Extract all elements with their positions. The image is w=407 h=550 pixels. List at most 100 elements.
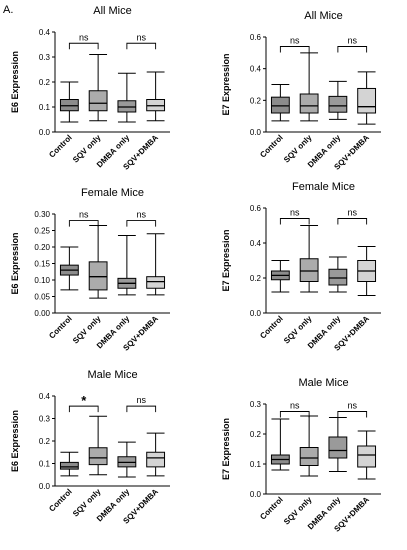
significance-bracket: ns (126, 210, 157, 227)
significance-label: ns (347, 401, 357, 411)
y-tick-label: 0.0 (250, 309, 262, 318)
y-axis-label: E7 Expression (221, 53, 231, 115)
y-tick-label: 0.3 (39, 415, 51, 424)
box-iqr (146, 276, 166, 289)
bracket-line (126, 220, 157, 227)
box-3 (328, 417, 348, 472)
box-iqr (357, 87, 377, 114)
x-tick-label: Control (258, 133, 284, 159)
significance-bracket: ns (126, 395, 157, 413)
box-4 (357, 71, 377, 125)
box-4 (357, 430, 377, 480)
bracket-line (337, 218, 368, 225)
chart-title: Female Mice (292, 181, 355, 193)
x-tick-label: Control (258, 495, 284, 521)
y-tick-label: 0.2 (39, 78, 51, 87)
chart-title: All Mice (304, 10, 343, 22)
bracket-line (337, 46, 368, 53)
box-iqr (88, 90, 108, 112)
box-iqr (299, 93, 319, 114)
y-tick-label: 0.2 (250, 96, 262, 105)
box-4 (146, 432, 166, 477)
y-tick-label: 0.10 (34, 276, 50, 285)
chart-title: Male Mice (298, 377, 348, 389)
y-tick-label: 0.25 (34, 227, 50, 236)
bracket-line (68, 405, 99, 413)
chart-title: Female Mice (81, 187, 144, 199)
y-tick-label: 0.1 (39, 103, 51, 112)
significance-bracket: ns (337, 208, 368, 225)
significance-label: ns (290, 208, 300, 218)
significance-bracket: ns (337, 36, 368, 53)
box-4 (357, 246, 377, 296)
significance-label: ns (290, 401, 300, 411)
bracket-line (68, 42, 99, 50)
bracket-line (279, 411, 310, 418)
y-tick-label: 0.2 (250, 430, 262, 439)
box-iqr (270, 96, 290, 114)
box-3 (117, 72, 137, 123)
y-tick-label: 0.4 (39, 28, 51, 37)
significance-bracket: ns (126, 32, 157, 50)
chart-5: Male Mice E6 Expression 0.0 0.1 0.2 0.3 0.4 Con… (10, 369, 170, 526)
box-iqr (299, 258, 319, 282)
significance-bracket: ns (68, 32, 99, 50)
box-iqr (357, 445, 377, 468)
significance-bracket: ns (279, 36, 310, 53)
bracket-line (279, 46, 310, 53)
significance-label: ns (136, 210, 146, 220)
significance-label: ns (136, 395, 146, 405)
significance-bracket: ns (68, 210, 99, 227)
y-tick-label: 0.0 (39, 128, 51, 137)
significance-label: ns (290, 36, 300, 46)
y-tick-label: 0.00 (34, 309, 50, 318)
x-tick-label: Control (47, 314, 73, 340)
box-3 (328, 80, 348, 120)
box-1 (59, 246, 79, 291)
box-iqr (59, 461, 79, 470)
y-tick-label: 0.6 (250, 204, 262, 213)
box-1 (270, 260, 290, 293)
y-axis-label: E6 Expression (10, 51, 20, 113)
box-4 (146, 233, 166, 296)
box-3 (117, 234, 137, 296)
box-iqr (88, 261, 108, 291)
box-iqr (328, 268, 348, 286)
y-tick-label: 0.15 (34, 260, 50, 269)
box-2 (299, 52, 319, 122)
box-1 (270, 418, 290, 471)
bracket-line (337, 411, 368, 418)
significance-label: ns (79, 210, 89, 220)
box-iqr (299, 447, 319, 466)
y-axis-label: E6 Expression (10, 232, 20, 294)
box-2 (88, 225, 108, 299)
chart-4: Female Mice E7 Expression 0.0 0.2 0.4 0.6 Cont… (221, 181, 381, 353)
y-tick-label: 0.6 (250, 33, 262, 42)
significance-bracket: ns (337, 401, 368, 418)
y-tick-label: 0.05 (34, 293, 50, 302)
chart-3: Female Mice E6 Expression 0.00 0.05 0.10 0.15… (10, 187, 170, 353)
y-tick-label: 0.2 (39, 437, 51, 446)
bracket-line (68, 220, 99, 227)
box-iqr (328, 436, 348, 459)
significance-label: ns (136, 32, 146, 42)
y-tick-label: 0.0 (250, 490, 262, 499)
box-iqr (88, 447, 108, 466)
chart-title: All Mice (93, 5, 132, 17)
significance-bracket: ns (279, 208, 310, 225)
y-tick-label: 0.4 (39, 392, 51, 401)
y-tick-label: 0.4 (250, 239, 262, 248)
box-3 (328, 256, 348, 293)
significance-bracket: ns (279, 401, 310, 418)
y-axis-label: E7 Expression (221, 418, 231, 480)
bracket-line (126, 405, 157, 413)
box-2 (88, 415, 108, 476)
chart-1: All Mice E6 Expression 0.0 0.1 0.2 0.3 0.4 Cont… (10, 5, 170, 172)
y-tick-label: 0.4 (250, 65, 262, 74)
box-1 (59, 451, 79, 477)
y-tick-label: 0.0 (39, 482, 51, 491)
y-tick-label: 0.0 (250, 128, 262, 137)
y-axis-label: E6 Expression (10, 410, 20, 472)
box-2 (88, 54, 108, 122)
y-tick-label: 0.30 (34, 210, 50, 219)
